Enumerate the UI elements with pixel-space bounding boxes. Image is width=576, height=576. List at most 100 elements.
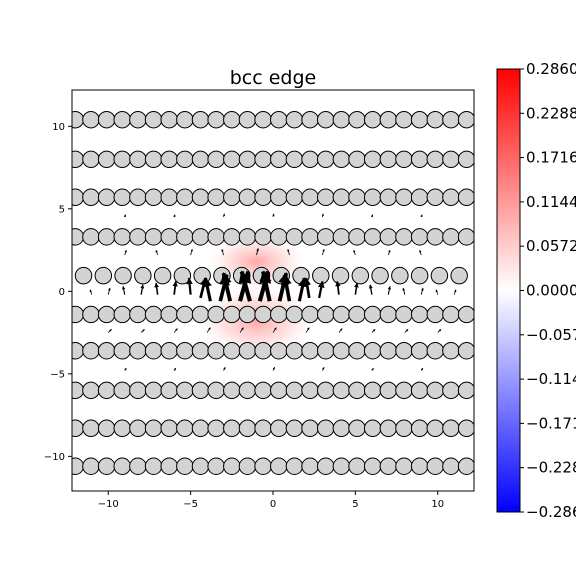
y-tick-label: −5 bbox=[50, 369, 65, 380]
atom-point bbox=[113, 419, 131, 438]
atom-point bbox=[113, 305, 131, 324]
displacement-arrow bbox=[368, 284, 373, 295]
atom-point bbox=[193, 266, 211, 285]
atom-point bbox=[332, 457, 351, 475]
atom-point bbox=[72, 188, 85, 206]
displacement-arrow bbox=[186, 277, 193, 295]
atom-point bbox=[129, 228, 147, 246]
atom-point bbox=[270, 381, 288, 400]
atom-point bbox=[301, 381, 319, 400]
y-tick-label: 10 bbox=[52, 122, 65, 133]
atom-point bbox=[332, 188, 351, 207]
displacement-arrow bbox=[256, 248, 259, 256]
displacement-arrow bbox=[173, 328, 178, 333]
atom-point bbox=[379, 381, 398, 400]
displacement-arrow bbox=[287, 249, 290, 256]
atom-point bbox=[316, 228, 335, 246]
colorbar-tick-label: −0.1144 bbox=[526, 370, 576, 388]
atom-point bbox=[129, 188, 147, 207]
atom-point bbox=[176, 341, 194, 360]
atom-point bbox=[442, 341, 460, 360]
colorbar: 0.2860 0.2288 0.1716 0.1144 0.0572 0.0000 −0.0… bbox=[496, 60, 576, 521]
y-tick-label: 5 bbox=[59, 204, 65, 215]
atom-point bbox=[238, 381, 257, 400]
atom-point bbox=[331, 266, 350, 285]
arrow-layer bbox=[89, 213, 457, 371]
atom-point bbox=[348, 457, 366, 475]
atom-point bbox=[395, 419, 413, 438]
colorbar-tick-label: 0.2860 bbox=[526, 60, 576, 78]
displacement-arrow bbox=[419, 249, 422, 256]
displacement-arrow bbox=[172, 280, 178, 295]
displacement-arrow bbox=[272, 327, 277, 333]
atom-point bbox=[348, 188, 366, 207]
atom-point bbox=[144, 150, 163, 169]
atom-point bbox=[348, 228, 366, 246]
atom-point bbox=[442, 228, 460, 246]
atom-point bbox=[348, 150, 366, 169]
atom-point bbox=[285, 228, 304, 246]
atom-point bbox=[395, 457, 413, 475]
atom-point bbox=[442, 150, 460, 169]
atom-point bbox=[410, 341, 429, 360]
atom-point bbox=[82, 228, 100, 246]
atom-point bbox=[457, 341, 474, 360]
atom-point bbox=[379, 150, 398, 169]
atom-point bbox=[160, 341, 178, 360]
atom-point bbox=[113, 341, 131, 360]
atom-point bbox=[238, 457, 257, 475]
atom-point bbox=[316, 188, 335, 207]
displacement-arrow bbox=[435, 289, 439, 295]
atom-point bbox=[129, 457, 147, 475]
colorbar-tick-label: −0.2288 bbox=[526, 459, 576, 477]
atom-point bbox=[410, 188, 429, 207]
displacement-arrow bbox=[420, 367, 424, 371]
atom-point bbox=[316, 381, 335, 400]
displacement-arrow bbox=[317, 280, 325, 299]
atom-point bbox=[176, 419, 194, 438]
atom-point bbox=[254, 419, 272, 438]
displacement-arrow bbox=[239, 327, 244, 333]
atom-point bbox=[426, 228, 445, 246]
atom-point bbox=[316, 150, 335, 169]
atom-point bbox=[207, 305, 225, 324]
atom-point bbox=[129, 419, 147, 438]
atom-point bbox=[176, 457, 194, 475]
displacement-arrow bbox=[322, 367, 325, 371]
atom-point bbox=[351, 266, 370, 285]
displacement-arrow bbox=[338, 328, 343, 333]
atom-point bbox=[395, 188, 413, 207]
atom-point bbox=[395, 381, 413, 400]
atom-point bbox=[301, 150, 319, 169]
atom-point bbox=[113, 110, 131, 129]
atom-point bbox=[410, 150, 429, 169]
atom-point bbox=[82, 110, 100, 129]
atom-point bbox=[457, 457, 474, 475]
atom-point bbox=[457, 381, 474, 400]
atom-point bbox=[301, 188, 319, 207]
atom-point bbox=[72, 341, 85, 360]
colorbar-tick-label: 0.2288 bbox=[526, 104, 576, 122]
atom-point bbox=[238, 305, 257, 324]
colorbar-tick-label: 0.0572 bbox=[526, 237, 576, 255]
atom-point bbox=[238, 110, 257, 129]
atom-point bbox=[160, 419, 178, 438]
displacement-arrow bbox=[173, 367, 177, 371]
colorbar-tick-label: 0.1144 bbox=[526, 193, 576, 211]
atom-point bbox=[379, 110, 398, 129]
atom-point bbox=[82, 419, 100, 438]
atom-point bbox=[129, 110, 147, 129]
atom-point bbox=[254, 110, 272, 129]
atom-point bbox=[191, 457, 210, 475]
atom-point bbox=[72, 457, 85, 475]
atom-point bbox=[173, 266, 192, 285]
atom-point bbox=[207, 228, 225, 246]
atom-point bbox=[207, 110, 225, 129]
atom-point bbox=[410, 266, 429, 285]
atom-point bbox=[457, 419, 474, 438]
atom-point bbox=[160, 381, 178, 400]
atom-point bbox=[332, 228, 351, 246]
displacement-arrow bbox=[202, 277, 212, 302]
atom-point bbox=[191, 381, 210, 400]
